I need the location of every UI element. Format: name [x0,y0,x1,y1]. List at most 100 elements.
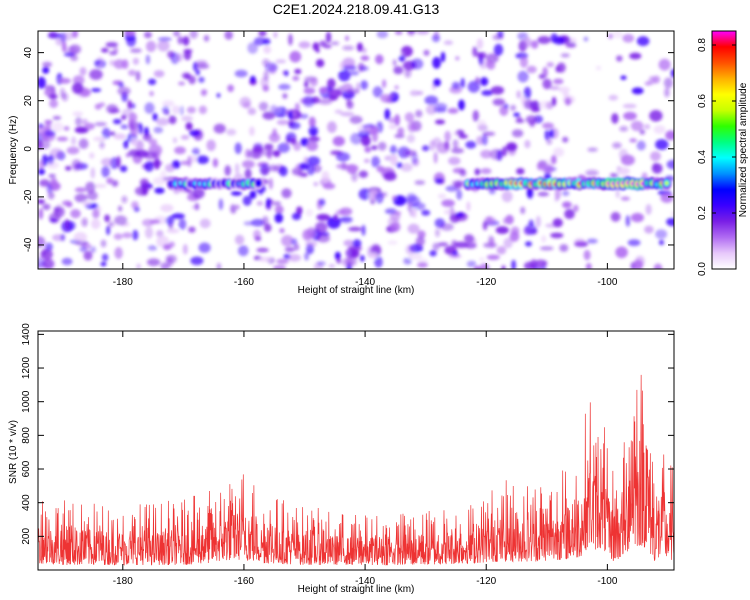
noise-blob [424,95,439,105]
noise-blob [242,195,252,206]
noise-blob [523,37,532,48]
noise-blob [65,166,72,171]
colorbar-tick-label: 0.4 [697,150,708,164]
noise-blob [100,239,107,248]
noise-blob [44,129,56,137]
noise-blob [560,53,570,58]
noise-blob [361,135,371,147]
noise-blob [476,38,484,50]
noise-blob [644,124,651,130]
noise-blob [156,230,164,238]
noise-blob [436,142,450,154]
noise-blob [519,56,529,68]
noise-blob [99,140,105,149]
spectrogram-y-label: Frequency (Hz) [8,116,19,185]
noise-blob [482,221,488,231]
noise-blob [71,159,82,172]
noise-blob [612,31,623,39]
noise-blob [553,147,565,157]
noise-blob [388,117,396,124]
noise-blob [433,107,447,113]
noise-blob [660,192,674,203]
noise-blob [89,152,95,159]
noise-blob [310,129,317,136]
noise-blob [350,248,360,258]
noise-blob [300,137,309,147]
noise-blob [113,133,126,140]
noise-blob [189,129,201,137]
noise-blob [670,68,674,78]
noise-blob [131,201,139,209]
noise-blob [327,216,341,229]
noise-blob [149,219,161,224]
noise-blob [319,198,326,207]
noise-blob [389,222,401,232]
noise-blob [650,151,661,162]
noise-blob [361,47,367,54]
noise-blob [392,195,397,201]
noise-blob [473,265,482,269]
noise-blob [106,177,114,184]
noise-blob [421,209,431,216]
noise-blob [481,134,488,146]
noise-blob [480,77,489,86]
noise-blob [337,86,344,96]
spectrogram-frame [37,30,675,270]
noise-blob [405,244,415,255]
noise-blob [383,171,397,181]
noise-blob [52,115,62,121]
noise-blob [188,75,196,85]
noise-blob [325,31,332,43]
noise-blob [645,204,652,215]
noise-blob [124,31,136,37]
noise-blob [406,193,417,203]
noise-blob [535,215,541,228]
noise-blob [434,119,446,125]
noise-blob [75,116,82,127]
noise-blob [68,44,82,55]
noise-blob [199,218,211,229]
noise-blob [415,109,423,118]
noise-blob [644,225,654,234]
noise-blob [573,204,579,213]
noise-blob [258,31,267,37]
noise-blob [38,168,45,175]
noise-blob [203,35,210,42]
noise-blob [655,229,668,240]
noise-blob [104,214,110,223]
noise-blob [336,152,350,162]
noise-blob [501,190,513,203]
noise-blob [175,53,184,62]
noise-blob [583,36,589,42]
noise-blob [212,158,219,168]
noise-blob [163,244,172,251]
noise-blob [144,226,154,239]
noise-blob [620,75,627,80]
snr-x-ticks: -180 -160 -140 -120 -100 [113,331,618,587]
noise-blob [226,128,237,136]
colorbar: 0.0 0.2 0.4 0.6 0.8 Normalized spectral ampl… [697,30,749,276]
noise-blob [129,122,134,132]
noise-blob [670,211,674,217]
noise-blob [510,226,520,235]
noise-blob [146,258,161,267]
noise-blob [482,131,496,136]
noise-blob [71,136,77,146]
noise-blob [141,183,149,196]
noise-blob [321,170,330,183]
noise-blob [38,76,46,89]
noise-blob [263,223,272,232]
noise-blob [384,108,391,121]
noise-blob [382,79,387,89]
noise-blob [105,42,119,48]
signal-blob [256,181,261,186]
noise-blob [42,203,51,211]
noise-blob [319,86,329,94]
noise-blob [479,59,488,70]
noise-blob [625,215,631,227]
spectrogram-y-ticks: -40 -20 0 20 40 [23,47,674,252]
noise-blob [262,111,276,120]
noise-blob [130,48,142,53]
noise-blob [198,242,211,253]
noise-blob [608,33,613,40]
